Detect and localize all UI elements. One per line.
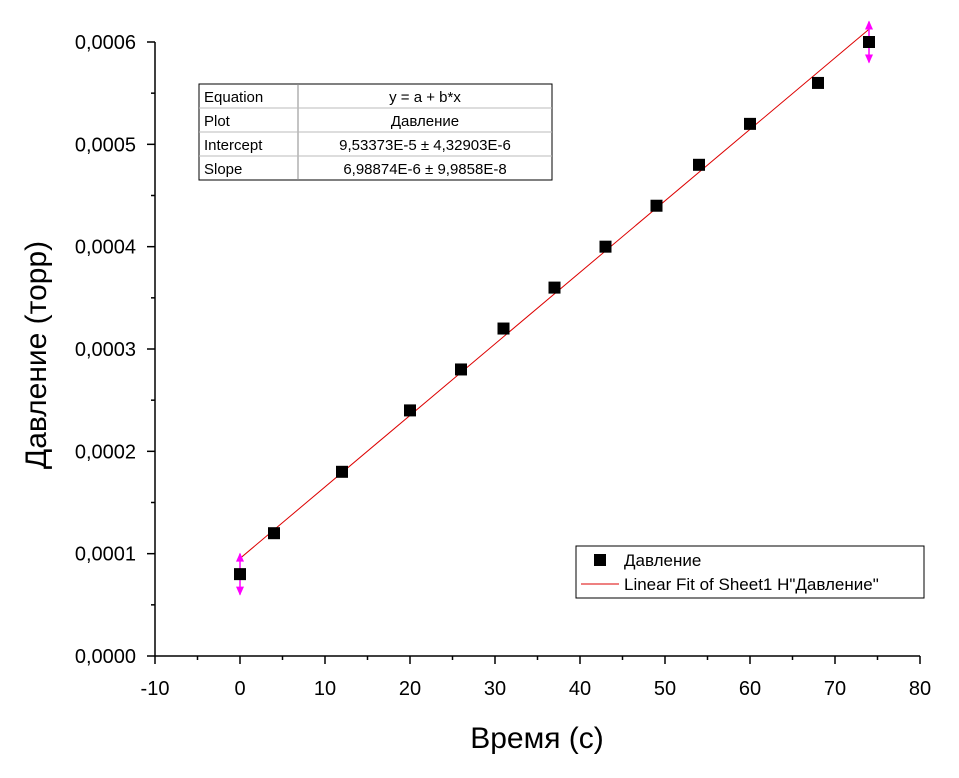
data-point xyxy=(650,199,663,212)
y-axis-title: Давление (торр) xyxy=(20,241,53,469)
data-point xyxy=(497,322,510,335)
x-tick-label: 80 xyxy=(909,678,931,700)
points-layer xyxy=(234,36,875,581)
x-tick-label: 20 xyxy=(399,678,421,700)
fit-table-key: Plot xyxy=(204,113,231,130)
y-tick-label: 0,0006 xyxy=(75,32,136,54)
data-point xyxy=(812,76,824,89)
x-tick-label: 0 xyxy=(234,678,245,700)
data-point xyxy=(693,158,705,171)
x-tick-label: 40 xyxy=(569,678,591,700)
data-point xyxy=(548,281,561,294)
data-point xyxy=(863,36,875,48)
fit-table-value: 9,53373E-5 ± 4,32903E-6 xyxy=(339,137,511,154)
x-axis-title: Время (с) xyxy=(470,722,604,755)
fit-table-value: y = a + b*x xyxy=(389,89,461,106)
axes: -10 0 10 20 30 40 50 60 70 80 0,0000 0,0001 0,0002 0,… xyxy=(75,32,931,700)
fit-table-value: 6,98874E-6 ± 9,9858E-8 xyxy=(343,161,506,178)
data-point xyxy=(744,117,756,130)
fit-table: Equation y = a + b*x Plot Давление Intercept… xyxy=(198,83,553,181)
legend-marker-square xyxy=(594,554,606,566)
y-tick-label: 0,0005 xyxy=(75,134,136,156)
x-tick-label: 70 xyxy=(824,678,846,700)
fit-table-key: Intercept xyxy=(204,137,263,154)
y-tick-label: 0,0004 xyxy=(75,237,136,259)
y-tick-label: 0,0003 xyxy=(75,339,136,361)
error-bar-cap-bottom xyxy=(236,586,244,596)
x-tick-label: -10 xyxy=(141,678,170,700)
x-tick-label: 60 xyxy=(739,678,761,700)
error-bar-cap-top xyxy=(865,20,873,30)
error-bar-cap-top xyxy=(236,552,244,562)
y-tick-label: 0,0000 xyxy=(75,646,136,668)
fit-table-key: Equation xyxy=(204,89,263,106)
x-tick-label: 30 xyxy=(484,678,506,700)
data-point xyxy=(234,568,246,581)
y-tick-label: 0,0002 xyxy=(75,441,136,463)
data-point xyxy=(599,240,612,253)
legend-frame xyxy=(575,545,925,599)
data-point xyxy=(455,363,467,376)
legend-label: Linear Fit of Sheet1 H"Давление" xyxy=(624,575,879,594)
legend-label: Давление xyxy=(624,551,701,570)
error-bar-cap-bottom xyxy=(865,54,873,64)
fit-table-key: Slope xyxy=(204,161,242,178)
data-point xyxy=(336,465,348,478)
data-point xyxy=(268,527,280,540)
x-tick-label: 50 xyxy=(654,678,676,700)
legend: Давление Linear Fit of Sheet1 H"Давление" xyxy=(575,545,925,599)
fit-table-value: Давление xyxy=(391,113,459,130)
data-point xyxy=(404,404,416,417)
x-tick-label: 10 xyxy=(314,678,336,700)
y-tick-label: 0,0001 xyxy=(75,544,136,566)
